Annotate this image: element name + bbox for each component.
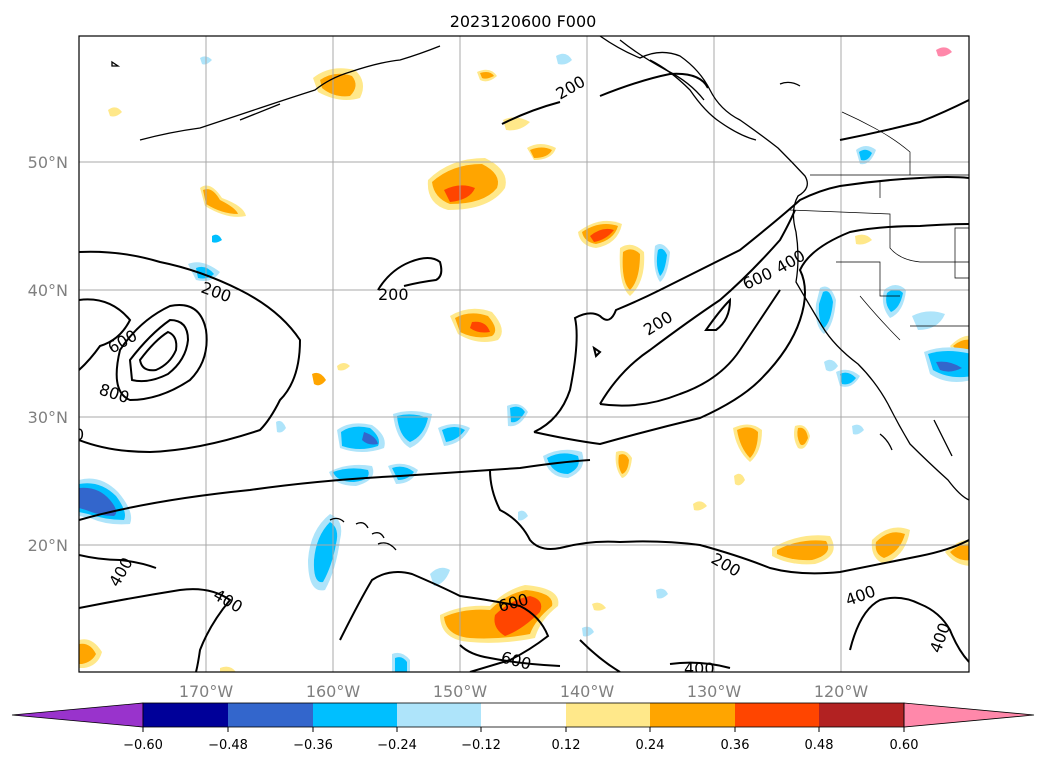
colorbar-tick-label: −0.36 xyxy=(293,738,333,753)
latitude-labels: 50°N 40°N 30°N 20°N xyxy=(28,153,68,555)
colorbar-segment xyxy=(313,703,397,727)
lon-label: 140°W xyxy=(560,682,615,701)
contour-label: 0 xyxy=(74,425,84,444)
contour-label: 400 xyxy=(684,659,715,678)
longitude-labels: 170°W 160°W 150°W 140°W 130°W 120°W xyxy=(179,682,869,701)
colorbar-segment xyxy=(650,703,735,727)
colorbar-tick-label: 0.48 xyxy=(805,738,834,753)
lon-label: 150°W xyxy=(433,682,488,701)
contour-label: 200 xyxy=(378,285,409,304)
lat-label: 30°N xyxy=(28,408,68,427)
colorbar-tick-label: 0.36 xyxy=(721,738,750,753)
colorbar-segment xyxy=(228,703,313,727)
lon-label: 120°W xyxy=(814,682,869,701)
colorbar-tick-label: −0.12 xyxy=(461,738,501,753)
colorbar: −0.60 −0.48 −0.36 −0.24 −0.12 0.12 0.24 … xyxy=(11,702,1035,753)
colorbar-tick-label: −0.60 xyxy=(123,738,163,753)
colorbar-segment xyxy=(481,703,566,727)
colorbar-tick-label: 0.24 xyxy=(636,738,665,753)
colorbar-tick-label: −0.48 xyxy=(208,738,248,753)
colorbar-segment xyxy=(566,703,650,727)
lon-label: 130°W xyxy=(687,682,742,701)
lat-label: 50°N xyxy=(28,153,68,172)
colorbar-segment xyxy=(143,703,228,727)
figure-title: 2023120600 F000 xyxy=(450,12,597,31)
map-area: 200 200 200 200 600 400 600 800 400 400 … xyxy=(74,36,969,678)
colorbar-segment xyxy=(397,703,481,727)
map-frame xyxy=(78,35,970,673)
shaded-anomaly-regions xyxy=(79,47,969,672)
colorbar-tick-label: 0.60 xyxy=(890,738,919,753)
political-borders xyxy=(789,111,969,341)
colorbar-low-extend xyxy=(11,702,144,728)
lat-label: 20°N xyxy=(28,536,68,555)
lon-label: 160°W xyxy=(306,682,361,701)
lon-label: 170°W xyxy=(179,682,234,701)
colorbar-segment xyxy=(735,703,819,727)
colorbar-segment xyxy=(819,703,904,727)
colorbar-high-extend xyxy=(903,702,1035,728)
colorbar-tick-label: −0.24 xyxy=(377,738,417,753)
colorbar-tick-label: 0.12 xyxy=(552,738,581,753)
contour-lines xyxy=(79,72,969,672)
lat-label: 40°N xyxy=(28,281,68,300)
